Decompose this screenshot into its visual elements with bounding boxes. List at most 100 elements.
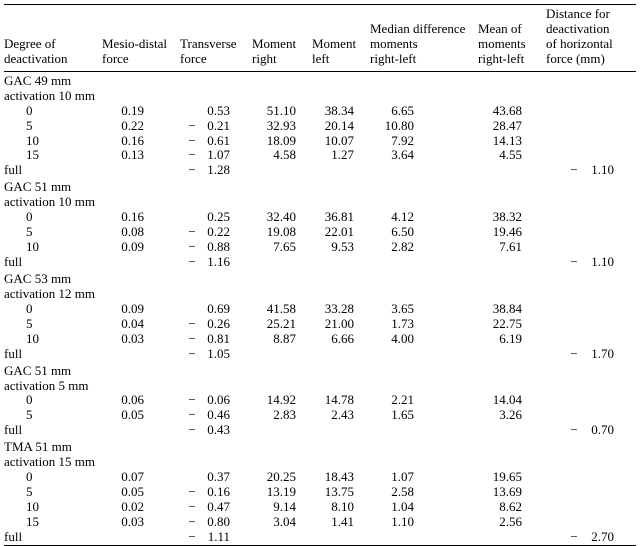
- group-title: GAC 53 mm: [4, 270, 636, 287]
- table-row: full−1.11−2.70: [4, 530, 636, 545]
- table-cell: [546, 225, 636, 240]
- table-cell: [102, 163, 180, 178]
- table-cell: 9.53: [312, 240, 370, 255]
- table-cell: 10.80: [370, 119, 478, 134]
- table-cell: 8.87: [252, 332, 312, 347]
- table-cell: [546, 134, 636, 149]
- table-cell: 21.00: [312, 317, 370, 332]
- col-header: Moment right: [252, 5, 312, 72]
- table-cell: [546, 500, 636, 515]
- table-row: 50.22−0.2132.9320.1410.8028.47: [4, 119, 636, 134]
- group-subtitle: activation 15 mm: [4, 455, 636, 470]
- table-cell: 0: [4, 470, 102, 485]
- table-cell: [478, 423, 546, 438]
- table-cell: full: [4, 423, 102, 438]
- table-cell: [102, 347, 180, 362]
- col-header: Mean of moments right-left: [478, 5, 546, 72]
- table-cell: 1.04: [370, 500, 478, 515]
- table-cell: 3.64: [370, 148, 478, 163]
- table-cell: 3.26: [478, 408, 546, 423]
- group-title: TMA 51 mm: [4, 438, 636, 455]
- table-cell: [252, 255, 312, 270]
- table-cell: 13.19: [252, 485, 312, 500]
- table-cell: −0.22: [180, 225, 252, 240]
- table-cell: −1.05: [180, 347, 252, 362]
- col-header: Distance for deactivation of horizontal …: [546, 5, 636, 72]
- table-cell: 14.13: [478, 134, 546, 149]
- table-row: 50.05−0.462.832.431.653.26: [4, 408, 636, 423]
- data-table: Degree of deactivation Mesio-distal forc…: [4, 4, 636, 546]
- table-cell: full: [4, 530, 102, 545]
- table-cell: 0.06: [102, 393, 180, 408]
- table-cell: [478, 163, 546, 178]
- table-cell: [478, 347, 546, 362]
- table-cell: 0.07: [102, 470, 180, 485]
- table-cell: 14.92: [252, 393, 312, 408]
- table-row: 100.02−0.479.148.101.048.62: [4, 500, 636, 515]
- table-cell: 19.46: [478, 225, 546, 240]
- table-cell: 20.14: [312, 119, 370, 134]
- table-cell: 6.50: [370, 225, 478, 240]
- group-title: GAC 51 mm: [4, 362, 636, 379]
- table-cell: 28.47: [478, 119, 546, 134]
- table-cell: 0: [4, 302, 102, 317]
- table-cell: 0.03: [102, 332, 180, 347]
- table-cell: 1.10: [370, 515, 478, 530]
- table-row: 100.09−0.887.659.532.827.61: [4, 240, 636, 255]
- table-cell: 5: [4, 408, 102, 423]
- table-cell: [312, 530, 370, 545]
- table-cell: 0.09: [102, 302, 180, 317]
- group-subtitle: activation 10 mm: [4, 195, 636, 210]
- table-cell: 1.07: [370, 470, 478, 485]
- table-cell: 36.81: [312, 210, 370, 225]
- table-cell: [312, 255, 370, 270]
- table-cell: −1.70: [546, 347, 636, 362]
- table-cell: 0.04: [102, 317, 180, 332]
- table-cell: [546, 485, 636, 500]
- table-cell: 13.75: [312, 485, 370, 500]
- table-cell: 8.62: [478, 500, 546, 515]
- table-row: 50.04−0.2625.2121.001.7322.75: [4, 317, 636, 332]
- table-cell: −1.28: [180, 163, 252, 178]
- group-title: GAC 49 mm: [4, 71, 636, 88]
- table-cell: 14.78: [312, 393, 370, 408]
- table-cell: [102, 255, 180, 270]
- table-cell: 3.04: [252, 515, 312, 530]
- group-subtitle: activation 12 mm: [4, 287, 636, 302]
- table-cell: 0: [4, 393, 102, 408]
- table-cell: 22.75: [478, 317, 546, 332]
- table-cell: 0.08: [102, 225, 180, 240]
- table-cell: [546, 408, 636, 423]
- table-cell: full: [4, 255, 102, 270]
- table-cell: [546, 148, 636, 163]
- table-cell: 0.22: [102, 119, 180, 134]
- table-row: 00.160.2532.4036.814.1238.32: [4, 210, 636, 225]
- table-cell: −0.81: [180, 332, 252, 347]
- col-header: Transverse force: [180, 5, 252, 72]
- table-cell: [546, 317, 636, 332]
- table-row: 150.13−1.074.581.273.644.55: [4, 148, 636, 163]
- table-cell: 5: [4, 317, 102, 332]
- table-cell: [546, 302, 636, 317]
- table-cell: 32.40: [252, 210, 312, 225]
- table-cell: 25.21: [252, 317, 312, 332]
- table-cell: 5: [4, 485, 102, 500]
- table-cell: −2.70: [546, 530, 636, 545]
- table-cell: 0.02: [102, 500, 180, 515]
- table-cell: −0.61: [180, 134, 252, 149]
- table-row: 00.06−0.0614.9214.782.2114.04: [4, 393, 636, 408]
- table-cell: 10: [4, 134, 102, 149]
- table-cell: 19.08: [252, 225, 312, 240]
- table-cell: 18.43: [312, 470, 370, 485]
- table-cell: full: [4, 347, 102, 362]
- table-row: 50.05−0.1613.1913.752.5813.69: [4, 485, 636, 500]
- table-cell: −0.06: [180, 393, 252, 408]
- table-cell: 6.65: [370, 104, 478, 119]
- table-cell: 15: [4, 515, 102, 530]
- table-cell: 13.69: [478, 485, 546, 500]
- table-cell: 38.34: [312, 104, 370, 119]
- table-cell: 0.09: [102, 240, 180, 255]
- table-cell: 0: [4, 104, 102, 119]
- table-row: full−1.28−1.10: [4, 163, 636, 178]
- table-cell: 0.03: [102, 515, 180, 530]
